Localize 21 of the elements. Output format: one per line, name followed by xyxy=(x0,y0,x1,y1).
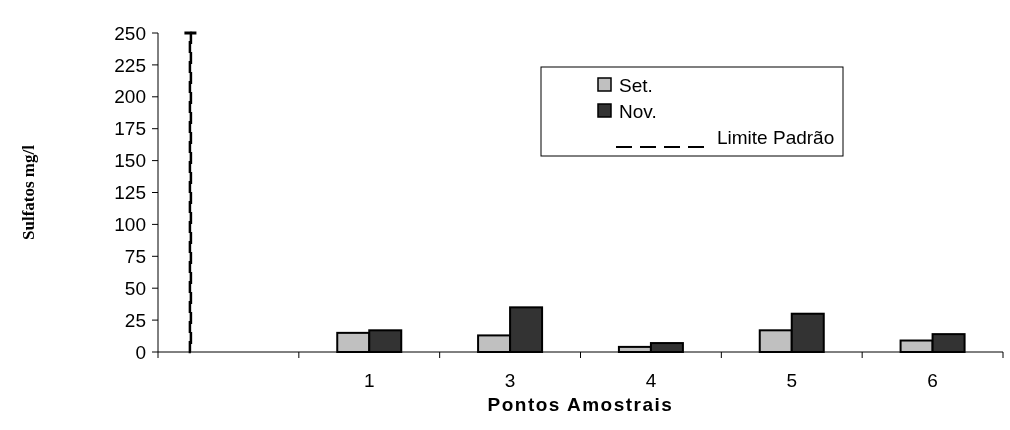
y-tick-label: 225 xyxy=(114,54,146,76)
y-tick-label: 25 xyxy=(124,309,146,331)
x-tick-label: 1 xyxy=(363,370,375,391)
x-tick-label: 3 xyxy=(504,370,516,391)
y-tick-label: 100 xyxy=(114,214,146,236)
y-tick-label: 150 xyxy=(114,150,146,172)
legend-label: Set. xyxy=(619,74,653,96)
x-tick-label: 6 xyxy=(927,370,938,391)
x-tick-label: 5 xyxy=(786,370,798,391)
x-axis-title: Pontos Amostrais xyxy=(487,394,674,415)
y-tick-label: 125 xyxy=(114,182,146,204)
legend-label: Nov. xyxy=(619,100,657,122)
y-tick-label: 50 xyxy=(124,277,146,299)
x-tick-label: 4 xyxy=(645,370,657,391)
y-axis-title: Sulfatos mg/l xyxy=(19,144,38,240)
legend-label: Limite Padrão xyxy=(717,126,835,148)
y-tick-label: 0 xyxy=(135,341,146,363)
y-tick-label: 175 xyxy=(114,118,146,140)
y-tick-label: 250 xyxy=(114,22,146,44)
y-tick-label: 75 xyxy=(124,245,146,267)
y-tick-label: 200 xyxy=(114,86,146,108)
